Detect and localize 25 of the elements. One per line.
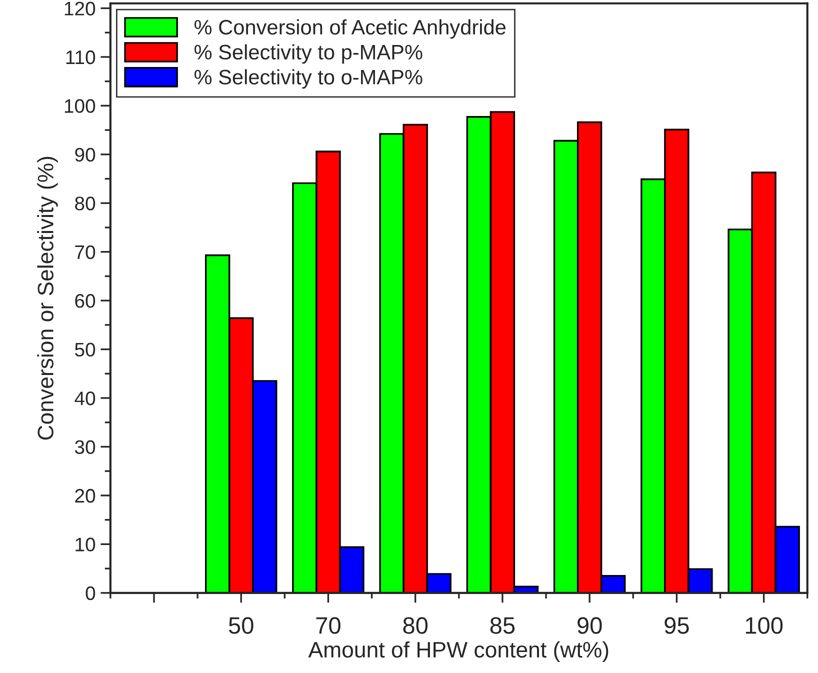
y-tick-label: 90 [75,148,96,162]
x-tick-label: 50 [228,617,254,634]
x-tick-label: 80 [403,617,428,634]
y-tick-label: 50 [75,342,96,357]
y-tick-label: 0 [86,586,96,600]
y-tick-label: 20 [75,488,96,503]
y-tick-label: 70 [75,245,96,260]
y-tick-label: 100 [64,99,96,113]
legend-label: % Selectivity to p-MAP% [194,44,422,64]
y-tick-label: 60 [75,294,96,308]
legend-label: % Conversion of Acetic Anhydride [194,19,506,39]
x-tick-label: 100 [746,617,783,634]
legend-label: % Selectivity to o-MAP% [194,69,422,89]
x-axis-title: Amount of HPW content (wt%) [308,641,608,662]
y-tick-label: 10 [76,538,96,552]
x-tick-label: 70 [316,617,340,634]
x-tick-label: 85 [490,617,515,634]
y-tick-label: 120 [64,2,96,16]
x-tick-label: 90 [578,617,602,634]
y-tick-label: 110 [66,50,96,64]
y-axis-title: Conversion or Selectivity (%) [37,156,58,440]
x-tick-label: 95 [664,617,689,634]
y-tick-label: 30 [74,440,96,454]
y-tick-label: 80 [75,196,96,210]
y-tick-label: 40 [74,391,96,406]
